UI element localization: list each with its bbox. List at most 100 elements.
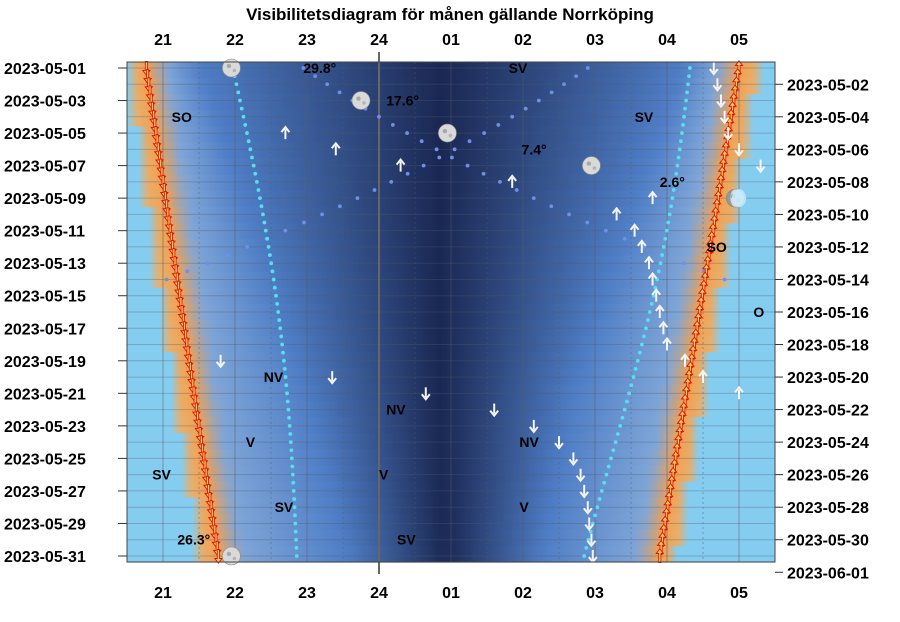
moon-track-dot	[238, 98, 242, 103]
hour-label-top: 24	[370, 32, 388, 49]
sunset-arrow	[213, 549, 223, 564]
moon-track-dot	[245, 245, 250, 249]
moon-track-dot	[682, 114, 686, 119]
moon-phase-icon	[582, 156, 601, 175]
moon-track-dot	[642, 334, 646, 339]
moon-track-dot	[256, 188, 261, 192]
moon-track-dot	[658, 261, 663, 266]
moonrise-arrow	[611, 206, 622, 221]
moonset-arrow	[327, 371, 337, 385]
moon-track-dot	[514, 188, 519, 192]
date-label-left: 2023-05-31	[4, 549, 86, 566]
moon-track-dot	[687, 74, 691, 79]
moon-track-dot	[272, 285, 277, 290]
moon-track-dot	[549, 204, 554, 209]
moon-track-dot	[285, 399, 290, 404]
moon-track-dot	[663, 236, 668, 241]
direction-label: SO	[172, 109, 192, 125]
moonrise-arrow	[629, 223, 640, 237]
hour-label-top: 05	[730, 32, 748, 49]
date-label-right: 2023-05-10	[787, 207, 869, 224]
moon-track-dot	[585, 220, 590, 225]
moon-track-dot	[644, 326, 648, 331]
direction-label: SV	[397, 532, 416, 548]
moon-track-dot	[313, 74, 317, 79]
date-label-left: 2023-05-07	[4, 159, 86, 176]
moon-track-dot	[606, 464, 611, 469]
moon-track-dot	[293, 521, 298, 526]
moonset-arrow	[584, 517, 594, 532]
moon-markers	[222, 58, 746, 566]
moon-track-dot	[681, 123, 685, 127]
moon-track-dot	[290, 472, 295, 477]
moon-track-dot	[287, 423, 292, 428]
date-label-right: 2023-06-01	[787, 565, 869, 582]
moon-track-dot	[289, 448, 294, 453]
moon-track-dot	[405, 171, 410, 176]
moonrise-arrow	[662, 336, 672, 351]
moonset-arrow	[719, 110, 730, 125]
moon-track-dot	[633, 367, 638, 371]
moon-track-dot	[262, 220, 267, 225]
direction-label: NV	[386, 402, 406, 418]
moon-track-dot	[419, 139, 424, 144]
moon-track-dot	[205, 261, 210, 266]
moon-track-dot	[673, 179, 677, 184]
moon-track-dot	[281, 350, 285, 355]
moon-track-dot	[523, 106, 528, 111]
moon-track-dot	[246, 139, 251, 144]
moon-track-dot	[164, 277, 169, 282]
moon-track-dot	[660, 253, 665, 257]
date-label-left: 2023-05-09	[4, 191, 86, 208]
date-label-right: 2023-05-14	[787, 272, 869, 289]
direction-label: NV	[519, 434, 539, 450]
direction-label: V	[246, 434, 256, 450]
moonrise-arrow	[734, 385, 744, 400]
moon-track-dot	[481, 171, 486, 176]
date-label-right: 2023-05-22	[787, 403, 869, 420]
date-label-right: 2023-05-30	[787, 533, 869, 550]
moon-track-dot	[259, 204, 264, 209]
date-label-left: 2023-05-05	[4, 126, 86, 143]
moon-track-dot	[510, 114, 515, 119]
moon-track-dot	[678, 139, 683, 144]
moon-track-dot	[421, 163, 426, 168]
moon-track-dot	[686, 82, 690, 87]
moon-track-dot	[293, 513, 297, 518]
moon-track-dot	[275, 301, 280, 306]
moon-track-dot	[248, 147, 253, 152]
moon-track-dot	[225, 253, 230, 257]
moon-track-dot	[284, 383, 289, 388]
moon-track-dot	[278, 326, 283, 331]
moon-track-dot	[597, 497, 602, 501]
date-label-right: 2023-05-16	[787, 305, 869, 322]
moonrise-arrow	[655, 304, 665, 318]
moon-track-dot	[250, 155, 254, 160]
altitude-label: 29.8°	[303, 60, 336, 76]
date-label-left: 2023-05-13	[4, 256, 86, 273]
moon-track-dot	[285, 391, 289, 396]
moon-track-dot	[615, 432, 620, 436]
sun-arrows	[141, 60, 766, 564]
moon-track-dot	[618, 423, 623, 428]
moonrise-arrow	[395, 157, 406, 172]
moonrise-arrow	[507, 174, 517, 188]
date-label-right: 2023-05-20	[787, 370, 869, 387]
hour-label-top: 22	[226, 32, 244, 49]
moon-track-dot	[450, 155, 454, 160]
moon-track-dot	[647, 310, 652, 314]
hour-label-top: 01	[442, 32, 460, 49]
moonset-arrow	[734, 143, 744, 157]
moonset-arrow	[712, 78, 723, 92]
moon-track-dot	[437, 155, 442, 160]
moon-track-dot	[588, 529, 593, 534]
moon-track-dot	[185, 269, 190, 274]
plot-frame	[126, 61, 776, 563]
moon-track-dot	[377, 114, 381, 119]
moon-track-dot	[290, 464, 295, 469]
moon-track-dot	[603, 228, 608, 233]
moon-track-dot	[661, 245, 666, 249]
moon-track-dot	[629, 383, 634, 388]
direction-label: NV	[264, 369, 284, 385]
moon-track-dot	[677, 147, 682, 152]
